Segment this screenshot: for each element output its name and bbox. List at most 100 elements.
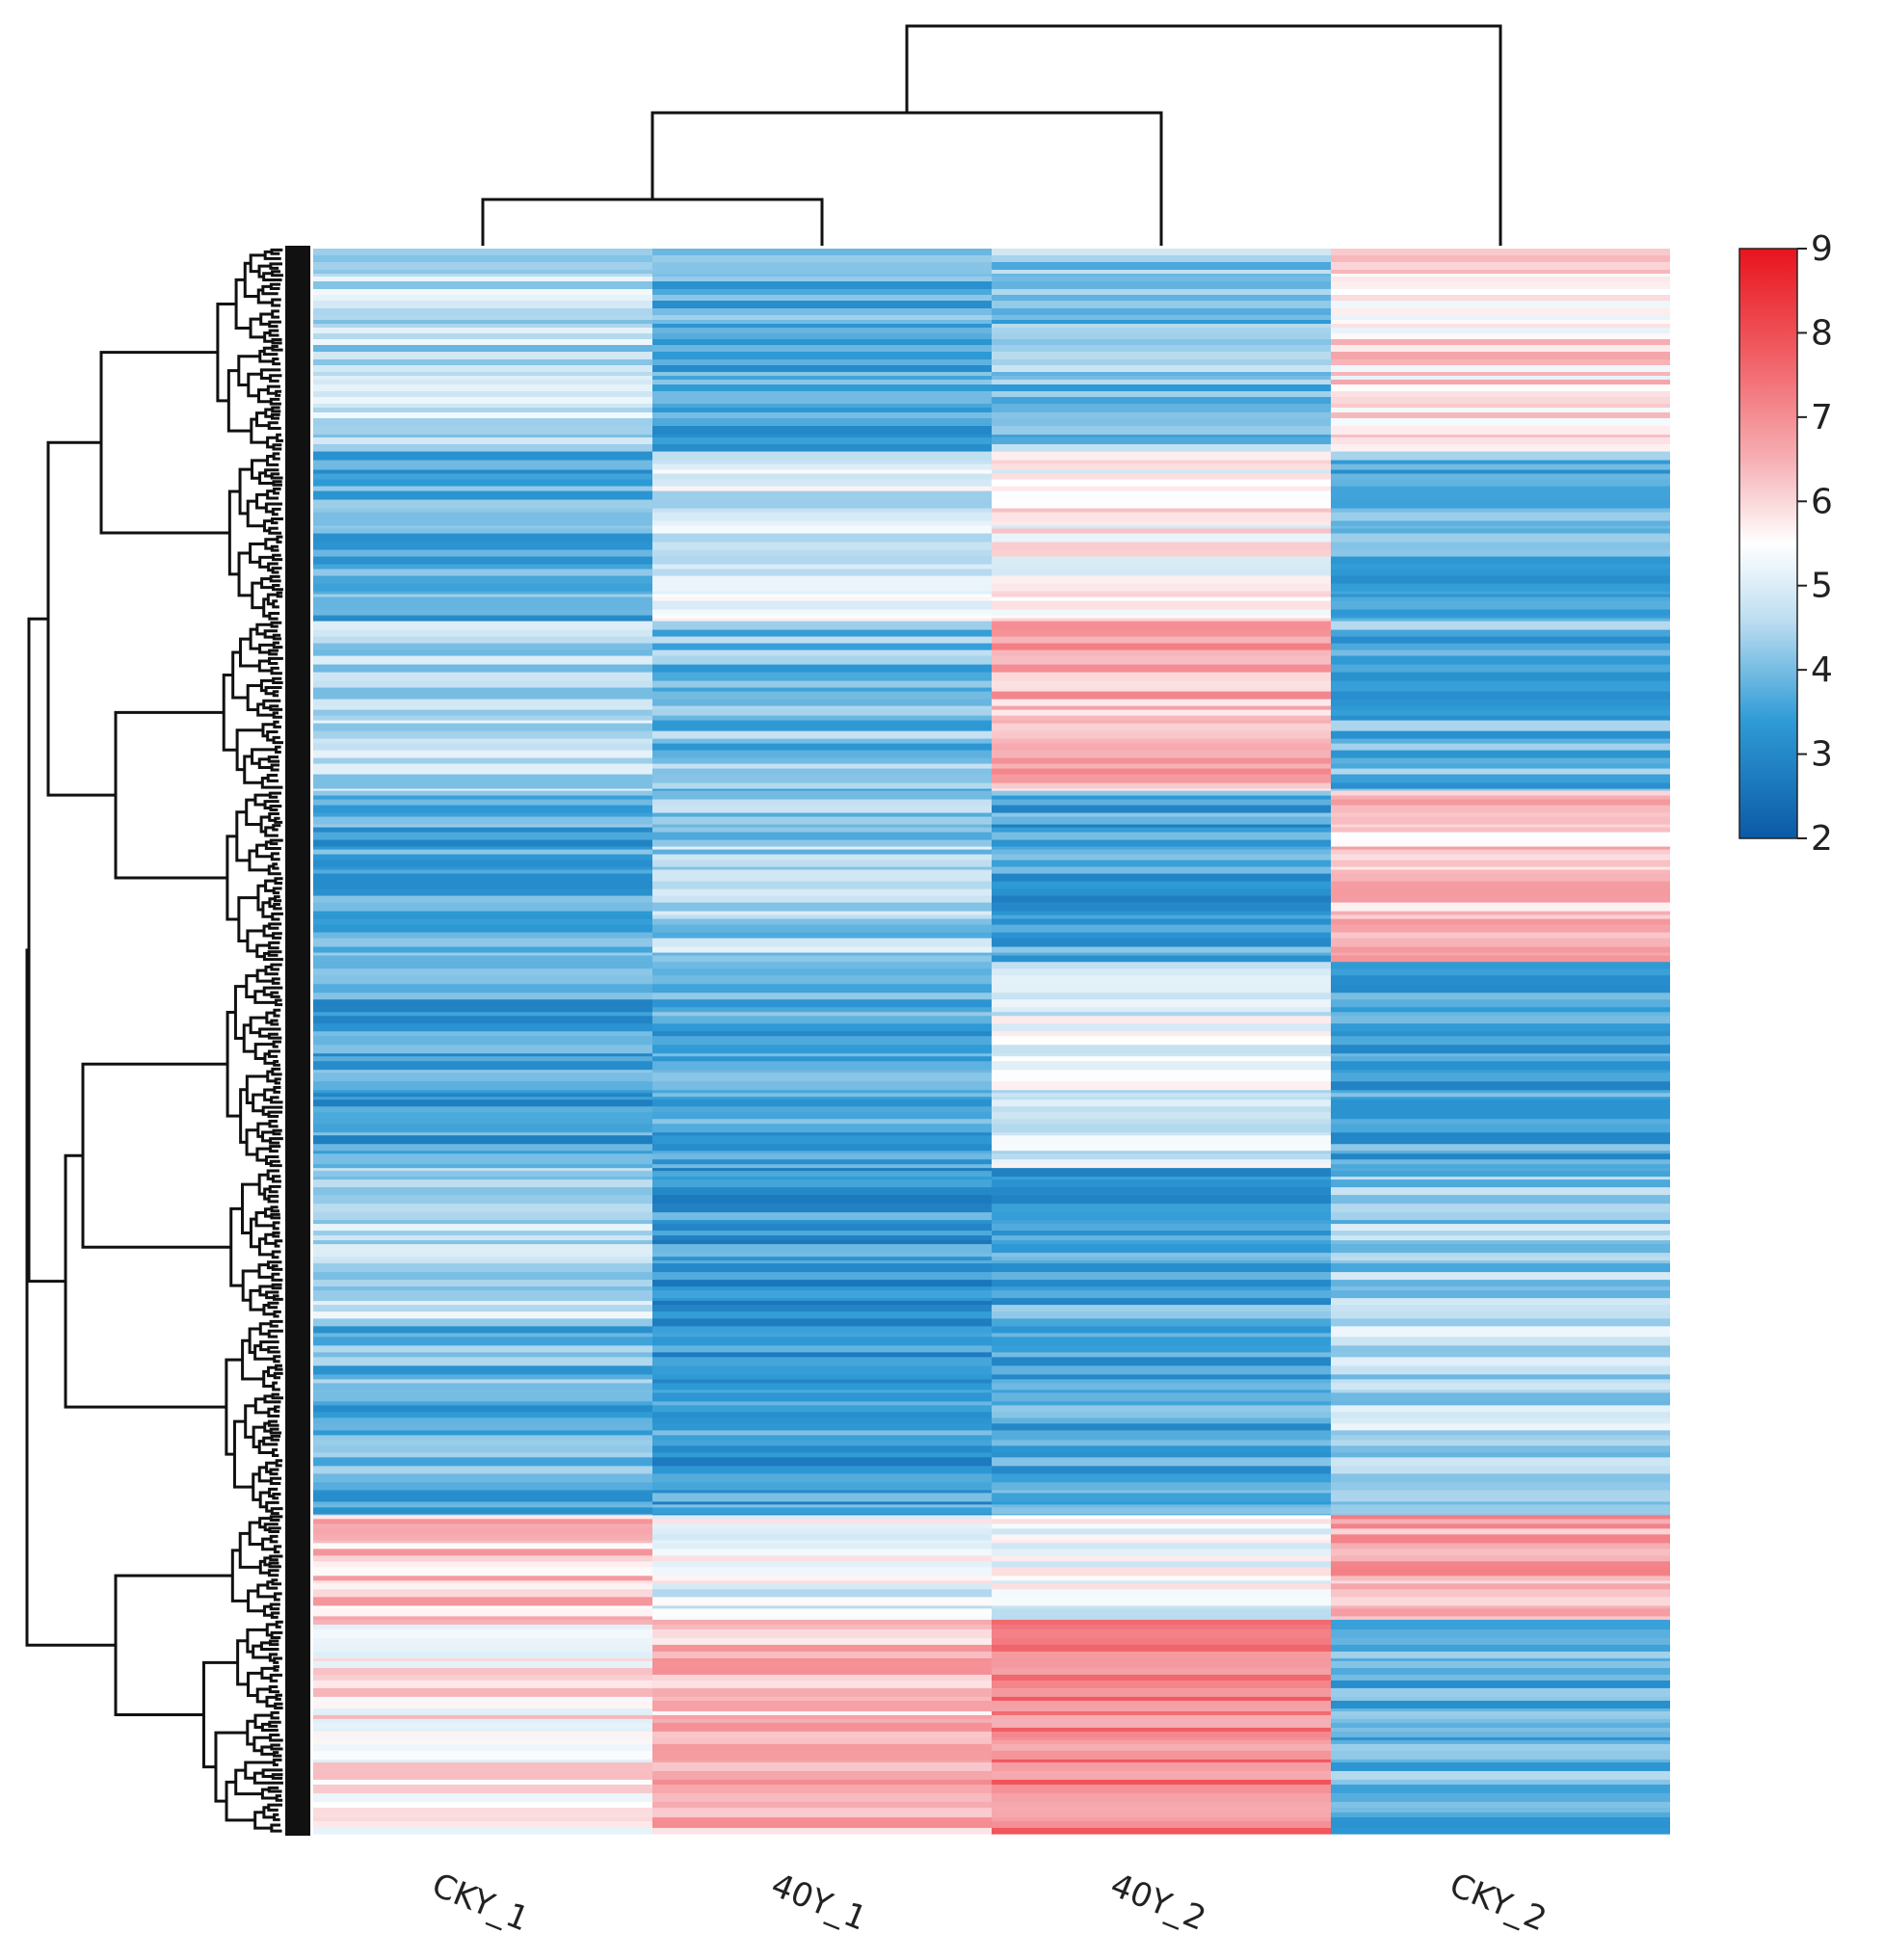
heatmap-cell (1331, 1365, 1670, 1375)
heatmap-cell (313, 320, 652, 325)
heatmap-cell (313, 583, 652, 593)
dendrogram-branch (268, 656, 283, 666)
dendrogram-branch (272, 1381, 280, 1391)
heatmap-cell (992, 1523, 1331, 1529)
heatmap-cell (313, 768, 652, 776)
heatmap-cell (652, 1070, 992, 1073)
heatmap-cell (652, 359, 992, 366)
heatmap-cell (992, 1722, 1331, 1729)
heatmap-cell (652, 1257, 992, 1261)
heatmap-cell (652, 1224, 992, 1232)
heatmap-cell (313, 594, 652, 598)
dendrogram-branch (275, 1364, 283, 1371)
column-label: 40Y_2 (1105, 1866, 1211, 1939)
heatmap-cell (992, 1616, 1331, 1621)
heatmap-cell (313, 621, 652, 631)
heatmap-cell (992, 1159, 1331, 1165)
heatmap-cell (652, 339, 992, 346)
heatmap-cell (1331, 846, 1670, 851)
heatmap-cell (652, 1412, 992, 1418)
heatmap-cell (1331, 832, 1670, 841)
heatmap-cell (652, 1311, 992, 1319)
heatmap-cell (652, 479, 992, 488)
heatmap-cell (1331, 1036, 1670, 1046)
heatmap-cell (1331, 763, 1670, 770)
heatmap-cell (652, 924, 992, 934)
heatmap-cell (313, 1743, 652, 1752)
heatmap-cell (992, 680, 1331, 689)
heatmap-cell (313, 743, 652, 752)
heatmap-cell (313, 1696, 652, 1702)
heatmap-cell (313, 1555, 652, 1562)
heatmap-cell (652, 397, 992, 405)
heatmap-cell (313, 757, 652, 765)
heatmap-cell (1331, 774, 1670, 784)
heatmap-cell (992, 763, 1331, 770)
heatmap-cell (1331, 1466, 1670, 1474)
heatmap-cell (992, 359, 1331, 366)
heatmap-cell (1331, 365, 1670, 373)
heatmap-cell (992, 1501, 1331, 1505)
dendrogram-branch (270, 963, 282, 971)
heatmap-cell (992, 816, 1331, 826)
heatmap-cell (1331, 1580, 1670, 1584)
heatmap-cell (1331, 655, 1670, 666)
dendrogram-branch (268, 897, 276, 909)
heatmap-cell (652, 816, 992, 826)
heatmap-cell (313, 1187, 652, 1196)
heatmap-cell (1331, 289, 1670, 296)
heatmap-cell (992, 1576, 1331, 1581)
heatmap-cell (652, 1608, 992, 1617)
heatmap-cell (1331, 1801, 1670, 1809)
dendrogram-branch (269, 1476, 282, 1486)
heatmap-cell (652, 824, 992, 829)
heatmap-cell (652, 1081, 992, 1091)
heatmap-cell (992, 795, 1331, 801)
heatmap-cell (992, 1710, 1331, 1716)
heatmap-cell (1331, 426, 1670, 436)
heatmap-cell (313, 984, 652, 993)
heatmap-cell (313, 564, 652, 570)
dendrogram-branch (273, 895, 282, 903)
heatmap-cell (652, 352, 992, 360)
heatmap-cell (1331, 486, 1670, 492)
heatmap-cell (313, 1759, 652, 1763)
heatmap-cell (992, 1490, 1331, 1494)
heatmap-cell (992, 782, 1331, 790)
heatmap-cell (992, 1212, 1331, 1221)
heatmap-cell (652, 1231, 992, 1236)
heatmap-cell (992, 1187, 1331, 1196)
heatmap-cell (992, 1619, 1331, 1626)
heatmap-cell (1331, 1674, 1670, 1682)
heatmap-cell (1331, 1534, 1670, 1541)
heatmap-cell (1331, 816, 1670, 826)
heatmap-cell (992, 1171, 1331, 1178)
heatmap-cell (992, 1263, 1331, 1273)
heatmap-cell (313, 1257, 652, 1261)
heatmap-cell (313, 249, 652, 256)
dendrogram-branch (271, 298, 281, 307)
heatmap-cell (652, 869, 992, 875)
heatmap-cell (992, 262, 1331, 271)
heatmap-cell (992, 520, 1331, 527)
heatmap-cell (313, 569, 652, 577)
heatmap-cell (1331, 827, 1670, 834)
heatmap-cell (992, 946, 1331, 954)
dendrogram-branch (271, 507, 281, 516)
heatmap-cell (992, 451, 1331, 462)
heatmap-cell (313, 1761, 652, 1772)
heatmap-cell (313, 328, 652, 334)
heatmap-cell (992, 1700, 1331, 1709)
heatmap-cell (1331, 391, 1670, 398)
heatmap-cell (992, 1112, 1331, 1120)
heatmap-cell (992, 799, 1331, 807)
heatmap-cell (313, 790, 652, 797)
heatmap-cell (313, 525, 652, 530)
heatmap-cell (1331, 750, 1670, 759)
heatmap-cell (313, 1750, 652, 1761)
heatmap-cell (313, 1124, 652, 1133)
heatmap-cell (992, 1164, 1331, 1169)
heatmap-cell (992, 869, 1331, 875)
heatmap-cell (652, 596, 992, 602)
